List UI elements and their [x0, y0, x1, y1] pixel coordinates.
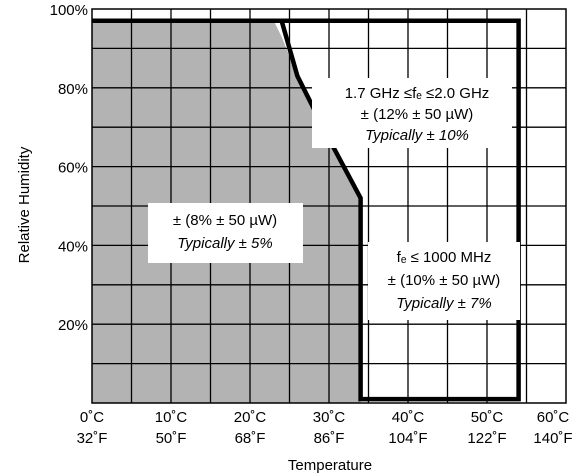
- x-tick-label-celsius: 10˚C: [155, 409, 188, 426]
- annotation-low-band-bg: [148, 203, 303, 263]
- y-tick-label: 60%: [58, 160, 88, 177]
- annotation-low-band-line2: Typically ± 5%: [177, 235, 272, 252]
- x-tick-label-fahrenheit: 50˚F: [156, 430, 187, 447]
- annotation-low-band-line1: ± (8% ± 50 µW): [173, 212, 277, 229]
- y-tick-label: 40%: [58, 238, 88, 255]
- annotation-mhz-band-line1: fₑ ≤ 1000 MHz: [397, 249, 492, 266]
- x-tick-label-celsius: 30˚C: [313, 409, 346, 426]
- annotation-ghz-band-line3: Typically ± 10%: [365, 127, 469, 144]
- annotation-mhz-band: fₑ ≤ 1000 MHz ± (10% ± 50 µW) Typically …: [368, 242, 520, 320]
- operating-region-boundary: [92, 18, 521, 402]
- x-tick-label-celsius: 60˚C: [537, 409, 570, 426]
- annotation-ghz-band-line1: 1.7 GHz ≤fₑ ≤2.0 GHz: [345, 85, 490, 102]
- annotation-mhz-band-line2: ± (10% ± 50 µW): [388, 272, 501, 289]
- annotation-ghz-band: 1.7 GHz ≤fₑ ≤2.0 GHz ± (12% ± 50 µW) Typ…: [312, 78, 512, 148]
- annotation-ghz-band-line2: ± (12% ± 50 µW): [361, 106, 474, 123]
- x-tick-label-celsius: 20˚C: [234, 409, 267, 426]
- y-tick-label: 80%: [58, 81, 88, 98]
- annotation-mhz-band-line3: Typically ± 7%: [396, 295, 491, 312]
- annotation-mhz-band-bg: [368, 242, 520, 320]
- x-tick-label-fahrenheit: 32˚F: [77, 430, 108, 447]
- x-tick-label-fahrenheit: 122˚F: [467, 430, 506, 447]
- x-tick-label-fahrenheit: 104˚F: [388, 430, 427, 447]
- x-tick-label-fahrenheit: 86˚F: [314, 430, 345, 447]
- x-tick-label-fahrenheit: 68˚F: [235, 430, 266, 447]
- y-axis-title: Relative Humidity: [16, 146, 33, 263]
- x-tick-label-celsius: 0˚C: [80, 409, 104, 426]
- x-axis-title: Temperature: [288, 457, 372, 474]
- annotation-ghz-band-bg: [312, 78, 512, 148]
- x-tick-label-celsius: 50˚C: [471, 409, 504, 426]
- x-tick-label-celsius: 40˚C: [392, 409, 425, 426]
- y-tick-label: 20%: [58, 317, 88, 334]
- x-tick-label-fahrenheit: 140˚F: [533, 430, 572, 447]
- annotation-low-band: ± (8% ± 50 µW) Typically ± 5%: [148, 203, 303, 263]
- y-tick-label: 100%: [50, 2, 88, 19]
- plot-frame: [91, 8, 567, 404]
